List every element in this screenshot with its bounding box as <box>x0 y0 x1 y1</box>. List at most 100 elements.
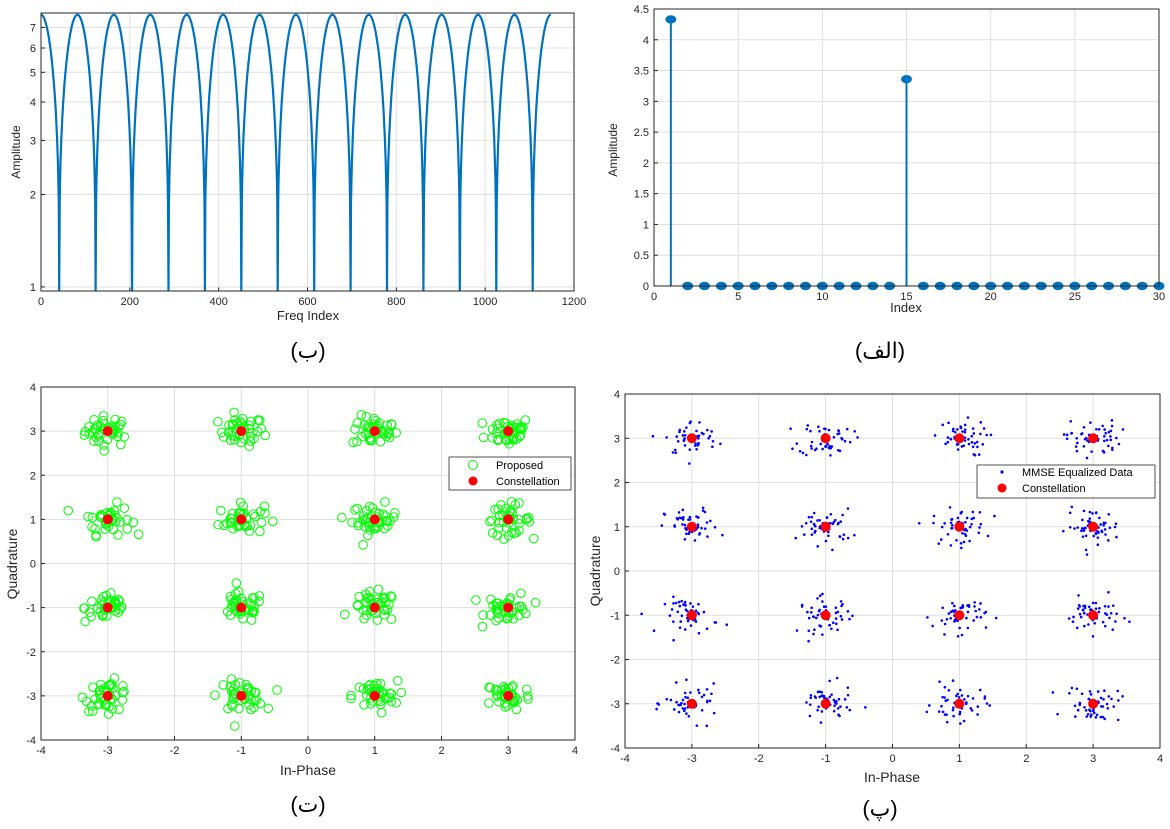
data-point <box>837 713 840 716</box>
data-point <box>685 426 688 429</box>
data-point <box>674 681 678 684</box>
data-point <box>933 434 937 437</box>
data-point <box>91 531 101 542</box>
data-point <box>975 440 979 444</box>
x-tick-label: 10 <box>816 291 828 303</box>
data-point <box>795 629 799 632</box>
constellation-point <box>1088 610 1099 621</box>
data-point <box>1083 604 1087 608</box>
data-point <box>1116 718 1120 722</box>
data-point <box>1068 692 1071 695</box>
data-point <box>814 696 818 699</box>
data-point <box>113 530 123 540</box>
data-point <box>943 685 947 689</box>
legend-marker-constellation <box>468 476 478 486</box>
data-point <box>978 510 982 514</box>
x-tick-label: 1 <box>956 753 962 765</box>
data-point <box>978 688 982 692</box>
data-point <box>960 445 964 448</box>
panel-caption: (ب) <box>290 338 325 363</box>
panel-caption: (پ) <box>862 796 897 821</box>
data-point <box>705 700 709 704</box>
data-point <box>702 610 706 614</box>
data-point <box>829 454 832 457</box>
x-tick-label: 20 <box>985 291 997 303</box>
data-point <box>696 523 700 527</box>
data-point <box>949 544 953 547</box>
data-point <box>688 448 692 451</box>
data-point <box>1091 635 1095 638</box>
data-point <box>683 628 687 631</box>
data-point <box>1056 712 1059 716</box>
data-point <box>234 703 244 714</box>
data-point <box>1099 715 1103 719</box>
data-point <box>975 615 979 619</box>
data-point <box>951 679 955 682</box>
data-point <box>834 518 837 522</box>
y-tick-label: 4 <box>614 389 620 401</box>
data-point <box>1107 695 1111 698</box>
data-point <box>832 621 835 625</box>
data-point <box>973 605 976 608</box>
data-point <box>1103 434 1106 438</box>
data-point <box>1085 456 1089 460</box>
data-point <box>672 602 675 605</box>
x-tick-label: 0 <box>305 745 311 757</box>
data-point <box>941 710 945 714</box>
data-point <box>1062 529 1065 533</box>
legend: MMSE Equalized Data Constellation <box>976 464 1156 499</box>
x-tick-label: -1 <box>821 753 831 765</box>
data-point <box>710 430 713 433</box>
axes-box <box>624 393 1161 749</box>
legend-marker-mmse <box>1000 470 1004 474</box>
data-point <box>515 423 526 433</box>
data-point <box>958 688 962 692</box>
data-point <box>989 433 993 437</box>
data-point <box>516 588 526 599</box>
data-point <box>970 522 973 526</box>
data-point <box>251 695 262 705</box>
constellation-point <box>369 426 380 437</box>
data-point <box>973 601 976 604</box>
data-point <box>949 521 953 525</box>
data-point <box>681 523 684 526</box>
data-point <box>683 691 687 695</box>
data-point <box>1087 605 1091 609</box>
data-point <box>1078 612 1082 616</box>
data-point <box>358 540 368 550</box>
data-point <box>698 531 702 535</box>
data-point <box>492 686 502 696</box>
data-point <box>956 619 959 623</box>
data-point <box>1116 689 1120 693</box>
data-point <box>1111 628 1115 631</box>
data-point <box>979 616 983 619</box>
data-point <box>1084 526 1087 530</box>
y-tick-label: 1.5 <box>634 189 649 201</box>
data-point <box>665 697 669 701</box>
data-point <box>1087 623 1090 626</box>
data-point <box>972 432 976 435</box>
data-point <box>245 520 256 531</box>
constellation-point <box>1088 433 1099 444</box>
data-point <box>494 418 505 429</box>
data-point <box>686 696 690 700</box>
chart-panel-pe: -4 -3 -2 -1 0 1 2 3 4 -4 -3 -2 -1 0 1 2 3 4 MMSE Equalize… <box>587 389 1163 821</box>
data-point <box>1062 433 1066 436</box>
data-point <box>851 614 854 618</box>
data-point <box>943 713 947 716</box>
data-point <box>1103 624 1107 628</box>
data-point <box>681 707 685 710</box>
constellation-point <box>954 610 965 621</box>
data-point <box>713 621 717 624</box>
data-point <box>1107 430 1111 434</box>
y-tick-label: 3 <box>614 433 620 445</box>
data-point <box>255 698 266 709</box>
data-point <box>789 427 792 430</box>
data-point <box>512 422 522 433</box>
data-point <box>1110 424 1114 428</box>
x-tick-label: 0 <box>651 291 657 303</box>
data-point <box>818 690 821 693</box>
data-point <box>523 512 534 523</box>
y-tick-label: 2 <box>643 158 649 170</box>
data-point <box>926 616 929 619</box>
